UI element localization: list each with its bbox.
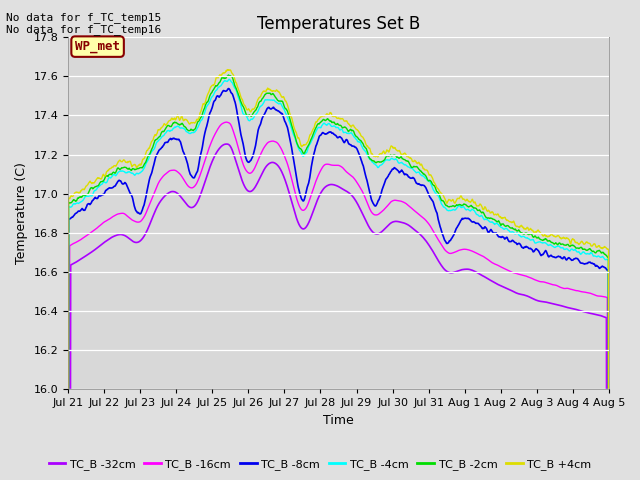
Legend: TC_B -32cm, TC_B -16cm, TC_B -8cm, TC_B -4cm, TC_B -2cm, TC_B +4cm: TC_B -32cm, TC_B -16cm, TC_B -8cm, TC_B … bbox=[44, 455, 596, 474]
Title: Temperatures Set B: Temperatures Set B bbox=[257, 15, 420, 33]
Text: No data for f_TC_temp15: No data for f_TC_temp15 bbox=[6, 12, 162, 23]
Text: No data for f_TC_temp16: No data for f_TC_temp16 bbox=[6, 24, 162, 35]
Y-axis label: Temperature (C): Temperature (C) bbox=[15, 162, 28, 264]
Text: WP_met: WP_met bbox=[75, 40, 120, 53]
X-axis label: Time: Time bbox=[323, 414, 354, 427]
